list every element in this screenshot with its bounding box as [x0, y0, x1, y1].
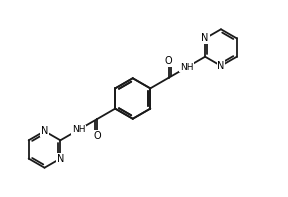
Text: NH: NH — [72, 125, 85, 134]
Text: N: N — [201, 33, 209, 43]
Text: N: N — [217, 61, 225, 71]
Text: N: N — [57, 154, 64, 164]
Text: O: O — [93, 130, 101, 140]
Text: N: N — [41, 126, 48, 136]
Text: O: O — [165, 57, 173, 67]
Text: NH: NH — [180, 63, 194, 72]
